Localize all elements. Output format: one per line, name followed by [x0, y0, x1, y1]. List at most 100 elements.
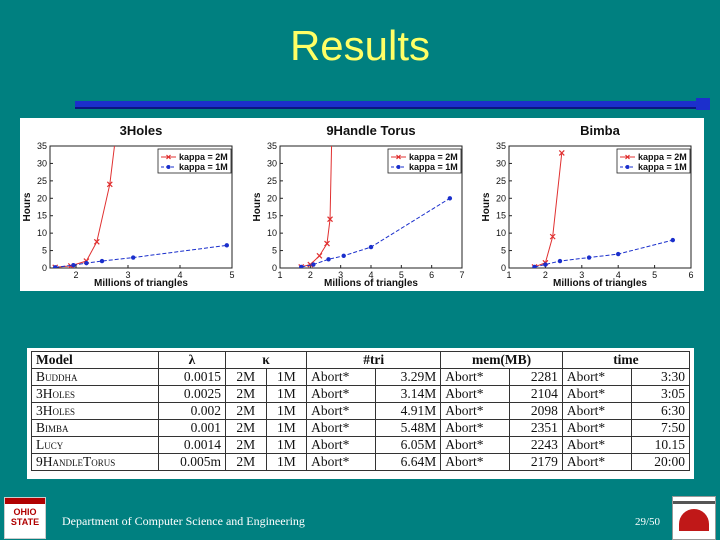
y-tick-label: 5 — [272, 246, 277, 256]
table-cell: 0.0014 — [158, 436, 226, 454]
table-cell: Abort* — [440, 419, 511, 437]
data-point — [341, 253, 346, 258]
table-row: 3Holes 0.0025 2M 1M Abort* 3.14M Abort* 2104 Abo… — [31, 385, 691, 403]
table-cell: 1M — [265, 368, 308, 386]
series-line — [534, 152, 563, 268]
series-kappa-2m — [52, 146, 115, 268]
y-axis-label: Hours — [481, 192, 492, 221]
header-kappa: κ — [224, 351, 308, 369]
header-mem: mem(MB) — [440, 351, 563, 369]
data-point — [368, 244, 374, 250]
x-tick-label: 4 — [616, 270, 621, 280]
legend-marker — [166, 154, 171, 160]
table-cell: 0.0015 — [158, 368, 226, 386]
data-point — [532, 264, 537, 268]
lab-logo-dome — [679, 509, 709, 531]
data-point — [131, 255, 136, 260]
x-tick-label: 3 — [579, 270, 584, 280]
table-cell: Abort* — [306, 385, 377, 403]
x-tick-label: 4 — [368, 270, 373, 280]
y-tick-label: 30 — [267, 158, 277, 168]
x-tick-label: 2 — [308, 270, 313, 280]
data-point — [53, 265, 58, 268]
legend-box — [616, 148, 691, 174]
logo-band — [5, 498, 45, 504]
footer-department: Department of Computer Science and Engin… — [62, 514, 305, 528]
y-tick-label: 35 — [37, 141, 47, 151]
series-kappa-2m — [298, 146, 333, 268]
header-model: Model — [31, 351, 159, 369]
table-cell: Abort* — [440, 385, 511, 403]
table-cell: 1M — [265, 436, 308, 454]
table-body: Buddha 0.0015 2M 1M Abort* 3.29M Abort* 2281 Abo… — [31, 368, 691, 471]
model-cell: 3Holes — [31, 402, 159, 420]
legend-label: kappa = 2M — [638, 152, 687, 162]
table-cell: 1M — [265, 402, 308, 420]
y-tick-label: 0 — [501, 263, 506, 273]
model-cell: 3Holes — [31, 385, 159, 403]
data-point — [99, 258, 105, 264]
legend-label: kappa = 1M — [409, 162, 458, 172]
y-tick-label: 5 — [42, 246, 47, 256]
y-tick-label: 10 — [496, 228, 506, 238]
data-point — [557, 258, 563, 264]
table-cell: Abort* — [561, 385, 632, 403]
y-tick-label: 15 — [267, 211, 277, 221]
table-cell: 2M — [225, 453, 267, 471]
legend-box — [387, 148, 462, 174]
table-cell: 2M — [225, 419, 267, 437]
header-tri: #tri — [306, 351, 442, 369]
data-point — [447, 196, 453, 201]
table-header-row: Model λ κ #tri mem(MB) time — [31, 351, 691, 369]
x-axis-label: Millions of triangles — [553, 278, 647, 289]
model-cell: Lucy — [31, 436, 159, 454]
table-cell: 1M — [265, 385, 308, 403]
y-tick-label: 35 — [496, 141, 506, 151]
y-tick-label: 0 — [42, 263, 47, 273]
legend-marker — [396, 154, 401, 160]
table-cell: 2M — [225, 436, 267, 454]
table-cell: 0.001 — [158, 419, 226, 437]
x-tick-label: 1 — [277, 270, 282, 280]
y-tick-label: 10 — [37, 228, 47, 238]
table-cell: 2M — [225, 385, 267, 403]
chart-3holes: 3Holes 0 5 10 15 20 25 30 35 2 3 4 5 Millions of tria… — [22, 123, 235, 289]
legend-label: kappa = 1M — [638, 162, 687, 172]
series-kappa-1m — [299, 196, 453, 268]
university-logo: OHIO STATE — [4, 497, 46, 539]
y-tick-label: 20 — [37, 193, 47, 203]
table-cell: 20:00 — [630, 453, 691, 471]
legend-marker — [625, 154, 630, 160]
table-cell: 1M — [265, 419, 308, 437]
table-cell: Abort* — [440, 453, 511, 471]
table-cell: Abort* — [306, 402, 377, 420]
x-tick-label: 4 — [177, 270, 182, 280]
x-tick-label: 5 — [652, 270, 657, 280]
data-point — [324, 240, 330, 247]
table-cell: 6.64M — [375, 453, 442, 471]
data-point — [543, 262, 548, 267]
charts-panel: 3Holes 0 5 10 15 20 25 30 35 2 3 4 5 Millions of tria… — [20, 118, 704, 291]
logo-text: OHIO STATE — [10, 507, 40, 527]
series-kappa-1m — [53, 243, 229, 268]
table-cell: 7:50 — [630, 419, 691, 437]
model-cell: Buddha — [31, 368, 159, 386]
data-point — [327, 216, 333, 223]
table-cell: 5.48M — [375, 419, 442, 437]
table-cell: 0.0025 — [158, 385, 226, 403]
table-cell: Abort* — [561, 453, 632, 471]
title-rule-end — [696, 98, 710, 110]
y-tick-label: 20 — [267, 193, 277, 203]
table-cell: 10.15 — [630, 436, 691, 454]
legend-marker — [166, 165, 171, 169]
y-tick-label: 25 — [496, 176, 506, 186]
x-tick-label: 5 — [229, 270, 234, 280]
y-tick-label: 25 — [37, 176, 47, 186]
y-axis-label: Hours — [252, 192, 263, 221]
chart-bimba: Bimba 0 5 10 15 20 25 30 35 1 2 3 4 5 6 Millions of tri… — [481, 123, 694, 289]
data-point — [299, 264, 304, 268]
slide-title: Results — [289, 22, 431, 69]
legend-label: kappa = 2M — [409, 152, 458, 162]
y-tick-label: 15 — [496, 211, 506, 221]
x-tick-label: 1 — [506, 270, 511, 280]
